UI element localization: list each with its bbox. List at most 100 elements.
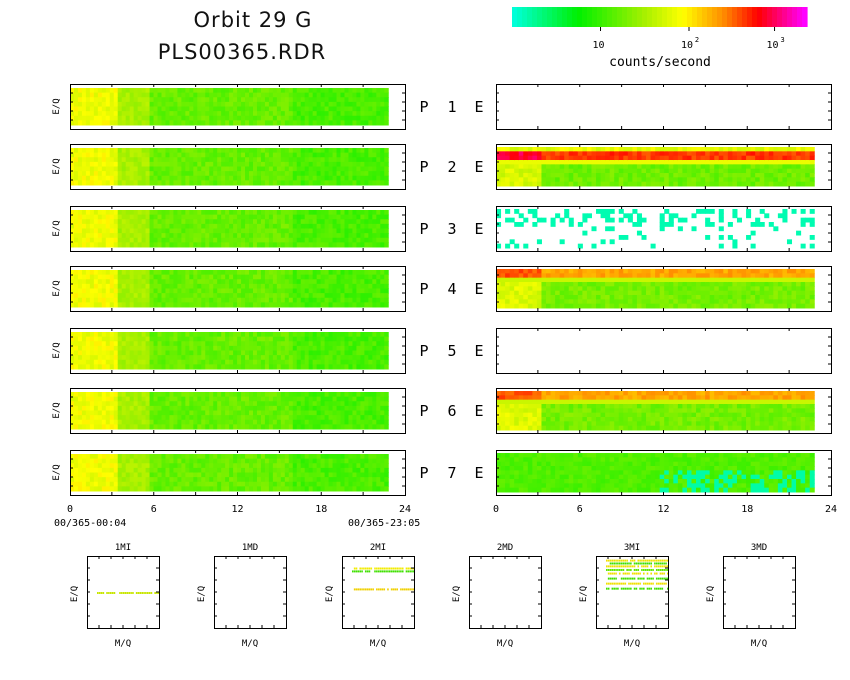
- heatmap-cell: [741, 299, 747, 305]
- heatmap-cell: [260, 180, 266, 186]
- heatmap-cell: [189, 350, 194, 356]
- heatmap-cell: [70, 336, 75, 342]
- heatmap-cell: [77, 364, 83, 370]
- heatmap-cell: [205, 115, 210, 121]
- heatmap-cell: [714, 282, 720, 287]
- heatmap-cell: [189, 364, 194, 370]
- colorbar-tick-exponent: 3: [780, 36, 784, 44]
- heatmap-cell: [149, 228, 155, 234]
- heatmap-cell: [129, 161, 135, 167]
- heatmap-cell: [718, 155, 724, 161]
- heatmap-cell: [344, 148, 349, 154]
- heatmap-cell: [209, 341, 214, 347]
- heatmap-cell: [514, 209, 520, 214]
- heatmap-cell: [384, 359, 389, 365]
- heatmap-cell: [249, 214, 254, 220]
- heatmap-cell: [324, 115, 330, 121]
- heatmap-cell: [627, 213, 633, 219]
- heatmap-cell: [181, 152, 186, 158]
- heatmap-cell: [308, 92, 314, 98]
- heatmap-cell: [276, 148, 282, 154]
- heatmap-cell: [559, 269, 565, 274]
- heatmap-cell: [137, 293, 143, 299]
- heatmap-cell: [324, 233, 330, 239]
- heatmap-cell: [77, 405, 83, 411]
- heatmap-cell: [718, 147, 724, 152]
- heatmap-cell: [636, 164, 642, 170]
- heatmap-cell: [782, 217, 788, 223]
- heatmap-cell: [93, 396, 99, 402]
- heatmap-cell: [344, 152, 349, 158]
- heatmap-cell: [332, 237, 338, 243]
- heatmap-cell: [372, 341, 377, 347]
- heatmap-cell: [304, 180, 310, 186]
- heatmap-cell: [623, 181, 629, 187]
- heatmap-cell: [229, 359, 234, 365]
- heatmap-cell: [245, 359, 250, 365]
- heatmap-cell: [165, 214, 170, 220]
- heatmap-cell: [759, 164, 765, 170]
- heatmap-cell: [225, 293, 230, 299]
- heatmap-cell: [237, 111, 242, 117]
- heatmap-cell: [157, 111, 162, 117]
- heatmap-cell: [209, 157, 214, 163]
- heatmap-cell: [241, 106, 246, 112]
- heatmap-cell: [280, 242, 286, 248]
- heatmap-cell: [364, 332, 369, 338]
- heatmap-cell: [145, 223, 151, 229]
- heatmap-cell: [332, 157, 338, 163]
- heatmap-cell: [161, 161, 166, 167]
- heatmap-cell: [673, 177, 679, 183]
- heatmap-cell: [260, 288, 266, 294]
- heatmap-cell: [668, 151, 674, 157]
- heatmap-cell: [782, 160, 788, 165]
- heatmap-cell: [185, 336, 190, 342]
- heatmap-cell: [133, 148, 139, 154]
- heatmap-cell: [591, 164, 597, 170]
- heatmap-cell: [109, 166, 115, 172]
- heatmap-cell: [328, 115, 334, 121]
- heatmap-cell: [352, 175, 357, 181]
- heatmap-cell: [229, 228, 234, 234]
- heatmap-cell: [280, 157, 286, 163]
- heatmap-cell: [70, 283, 75, 289]
- heatmap-cell: [284, 359, 290, 365]
- heatmap-cell: [320, 148, 326, 154]
- heatmap-cell: [646, 286, 652, 292]
- heatmap-cell: [636, 177, 642, 183]
- heatmap-cell: [241, 288, 246, 294]
- heatmap-cell: [217, 359, 222, 365]
- heatmap-cell: [252, 171, 258, 177]
- heatmap-cell: [105, 332, 111, 338]
- heatmap-cell: [376, 92, 381, 98]
- heatmap-cell: [133, 92, 139, 98]
- heatmap-cell: [70, 180, 75, 186]
- heatmap-cell: [209, 283, 214, 289]
- heatmap-cell: [376, 283, 381, 289]
- heatmap-cell: [577, 269, 583, 274]
- heatmap-cell: [109, 175, 115, 181]
- heatmap-cell: [686, 181, 692, 187]
- heatmap-cell: [496, 213, 502, 219]
- heatmap-cell: [627, 168, 633, 174]
- heatmap-cell: [786, 303, 793, 309]
- heatmap-cell: [655, 282, 661, 287]
- heatmap-cell: [300, 228, 306, 234]
- heatmap-cell: [129, 341, 135, 347]
- heatmap-cell: [93, 350, 99, 356]
- heatmap-cell: [101, 223, 107, 229]
- heatmap-cell: [736, 160, 743, 165]
- heatmap-cell: [523, 269, 529, 274]
- heatmap-cell: [149, 219, 155, 225]
- heatmap-cell: [268, 228, 274, 234]
- heatmap-cell: [260, 88, 266, 94]
- heatmap-cell: [727, 173, 733, 178]
- heatmap-cell: [596, 290, 602, 296]
- heatmap-cell: [185, 228, 190, 234]
- heatmap-cell: [185, 166, 190, 172]
- heatmap-cell: [173, 106, 178, 112]
- heatmap-cell: [650, 177, 656, 183]
- heatmap-cell: [217, 293, 222, 299]
- heatmap-cell: [523, 295, 529, 300]
- heatmap-cell: [73, 401, 79, 407]
